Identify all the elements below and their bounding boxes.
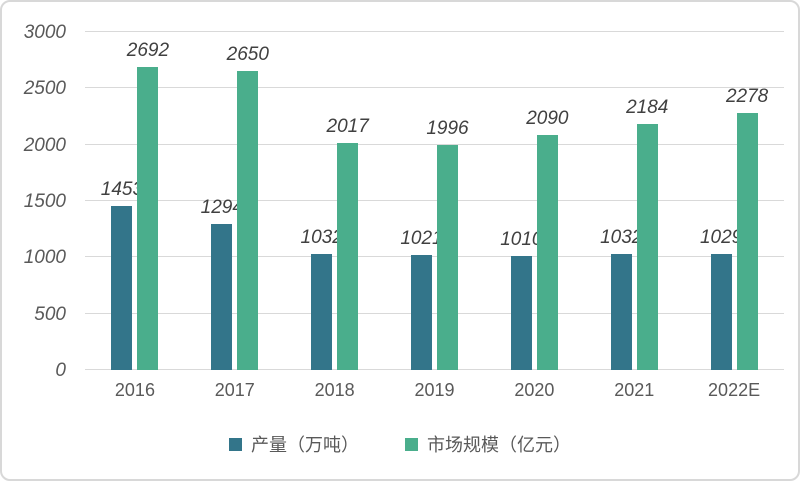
legend: 产量（万吨） 市场规模（亿元） bbox=[2, 431, 798, 457]
data-label: 2184 bbox=[626, 96, 669, 118]
bar-series2-2017: 2650 bbox=[227, 44, 269, 370]
gridline bbox=[85, 369, 784, 370]
data-label: 2017 bbox=[326, 115, 369, 137]
data-label: 2278 bbox=[725, 86, 769, 108]
bar-series2-2022E: 2278 bbox=[726, 86, 768, 370]
y-tick-label: 2000 bbox=[23, 134, 66, 156]
legend-swatch-icon bbox=[405, 437, 418, 451]
bar-series1-2018: 1032 bbox=[301, 227, 343, 370]
legend-item-series2: 市场规模（亿元） bbox=[405, 431, 571, 457]
plot-area bbox=[85, 31, 784, 370]
bar-series1-2020: 1010 bbox=[500, 229, 543, 370]
legend-label: 产量（万吨） bbox=[251, 435, 359, 455]
bar-series2-2019: 1996 bbox=[426, 118, 469, 370]
data-label: 1029 bbox=[699, 227, 743, 249]
gridline bbox=[85, 256, 784, 258]
y-axis: 0 500 1000 1500 2000 2500 3000 bbox=[2, 23, 66, 381]
data-label: 1996 bbox=[426, 118, 469, 140]
category-group-2020: 1010 2090 bbox=[484, 32, 584, 370]
data-label: 1010 bbox=[500, 229, 543, 251]
data-label: 2090 bbox=[526, 107, 569, 129]
x-axis-label-2019: 2019 bbox=[414, 380, 455, 400]
legend-label: 市场规模（亿元） bbox=[427, 435, 571, 455]
gridline bbox=[85, 87, 784, 89]
x-axis-label-2021: 2021 bbox=[614, 380, 655, 400]
legend-swatch-icon bbox=[229, 437, 242, 451]
bars-container: 1453 2692 1294 2650 1032 2017 1021 1996 1010 2090… bbox=[85, 32, 784, 370]
data-label: 1294 bbox=[200, 197, 243, 219]
category-group-2016: 1453 2692 bbox=[85, 32, 185, 370]
category-group-2017: 1294 2650 bbox=[185, 32, 285, 370]
bar-series1-2016: 1453 bbox=[101, 179, 143, 370]
data-label: 1021 bbox=[400, 227, 443, 249]
x-axis-label-2017: 2017 bbox=[214, 380, 255, 400]
y-tick-label: 3000 bbox=[23, 22, 66, 43]
bar-series2-2020: 2090 bbox=[526, 108, 569, 370]
y-tick-label: 0 bbox=[55, 360, 66, 381]
gridline bbox=[85, 312, 784, 314]
bar-series2-2021: 2184 bbox=[626, 97, 668, 370]
legend-item-series1: 产量（万吨） bbox=[229, 431, 359, 457]
bar-series1-2022E: 1029 bbox=[700, 227, 742, 370]
y-tick-label: 1000 bbox=[23, 247, 66, 269]
category-group-2022E: 1029 2278 bbox=[684, 32, 784, 370]
data-label: 1032 bbox=[600, 226, 643, 248]
bar-series2-2018: 2017 bbox=[327, 116, 369, 370]
category-group-2021: 1032 2184 bbox=[584, 32, 684, 370]
category-group-2018: 1032 2017 bbox=[285, 32, 385, 370]
y-tick-label: 1500 bbox=[23, 191, 66, 212]
x-axis-label-2016: 2016 bbox=[114, 380, 155, 400]
x-axis: 2016 2017 2018 2019 2020 2021 2022E bbox=[85, 380, 784, 401]
category-group-2019: 1021 1996 bbox=[385, 32, 485, 370]
data-label: 1032 bbox=[300, 226, 343, 248]
data-label: 2692 bbox=[126, 39, 170, 61]
x-axis-label-2022E: 2022E bbox=[708, 380, 761, 400]
gridline bbox=[85, 31, 784, 32]
y-tick-label: 2500 bbox=[23, 78, 66, 100]
data-label: 1453 bbox=[100, 179, 144, 201]
bar-series2-2016: 2692 bbox=[127, 40, 169, 370]
bar-series1-2019: 1021 bbox=[400, 228, 443, 370]
gridline bbox=[85, 200, 784, 201]
x-axis-label-2018: 2018 bbox=[314, 380, 355, 400]
bar-series1-2017: 1294 bbox=[201, 197, 243, 370]
data-label: 2650 bbox=[226, 44, 269, 66]
gridline bbox=[85, 143, 784, 145]
bar-series1-2021: 1032 bbox=[600, 227, 642, 370]
y-tick-label: 500 bbox=[34, 303, 66, 325]
x-axis-label-2020: 2020 bbox=[514, 380, 555, 400]
